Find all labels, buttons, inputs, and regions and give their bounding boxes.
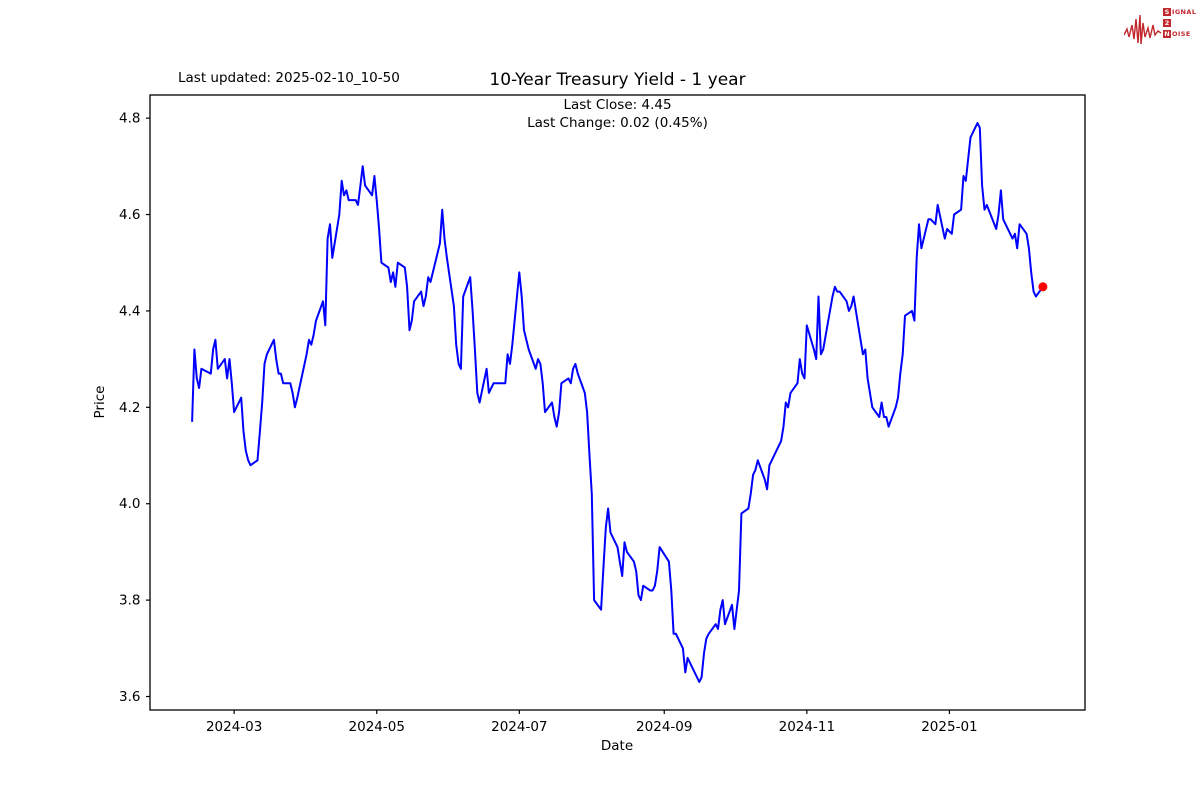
y-tick-label: 3.8: [119, 593, 140, 609]
x-axis-label: Date: [601, 738, 633, 754]
x-tick-label: 2024-03: [206, 719, 262, 735]
plot-border: [149, 94, 1086, 711]
y-tick-label: 4.8: [119, 111, 140, 127]
y-tick-label: 4.2: [119, 400, 140, 416]
logo-rest-oise: OISE: [1172, 30, 1191, 38]
logo-waveform-icon: [1124, 14, 1162, 45]
x-tick-label: 2024-07: [491, 719, 547, 735]
last-change-text: Last Change: 0.02 (0.45%): [527, 115, 708, 131]
logo-rest-ignal: IGNAL: [1172, 8, 1197, 16]
yield-line-series: [191, 122, 1044, 683]
y-axis-label: Price: [92, 386, 108, 419]
last-point-marker: [1038, 282, 1048, 292]
logo-row-noise: N OISE: [1163, 30, 1196, 38]
y-tick-label: 3.6: [119, 689, 140, 705]
logo-letter-s: S: [1163, 8, 1171, 16]
logo-row-2: 2: [1163, 19, 1196, 27]
logo-text: S IGNAL 2 N OISE: [1163, 8, 1196, 41]
last-close-text: Last Close: 4.45: [563, 97, 672, 113]
x-tick-label: 2025-01: [921, 719, 977, 735]
x-tick-label: 2024-09: [636, 719, 692, 735]
y-tick-label: 4.4: [119, 303, 140, 319]
x-tick-label: 2024-11: [779, 719, 835, 735]
y-tick-label: 4.0: [119, 496, 140, 512]
y-tick-label: 4.6: [119, 207, 140, 223]
x-tick-label: 2024-05: [349, 719, 405, 735]
logo-letter-2: 2: [1163, 19, 1171, 27]
chart-title: 10-Year Treasury Yield - 1 year: [489, 70, 746, 90]
signal2noise-logo: S IGNAL 2 N OISE: [1124, 8, 1198, 48]
logo-row-signal: S IGNAL: [1163, 8, 1196, 16]
axis-ticks: 3.6 3.8 4.0 4.2 4.4 4.6 4.8 2024-03 2024-05 2024-…: [119, 111, 978, 735]
chart-series: [191, 122, 1048, 683]
logo-letter-n: N: [1163, 30, 1171, 38]
last-updated-text: Last updated: 2025-02-10_10-50: [178, 70, 400, 86]
